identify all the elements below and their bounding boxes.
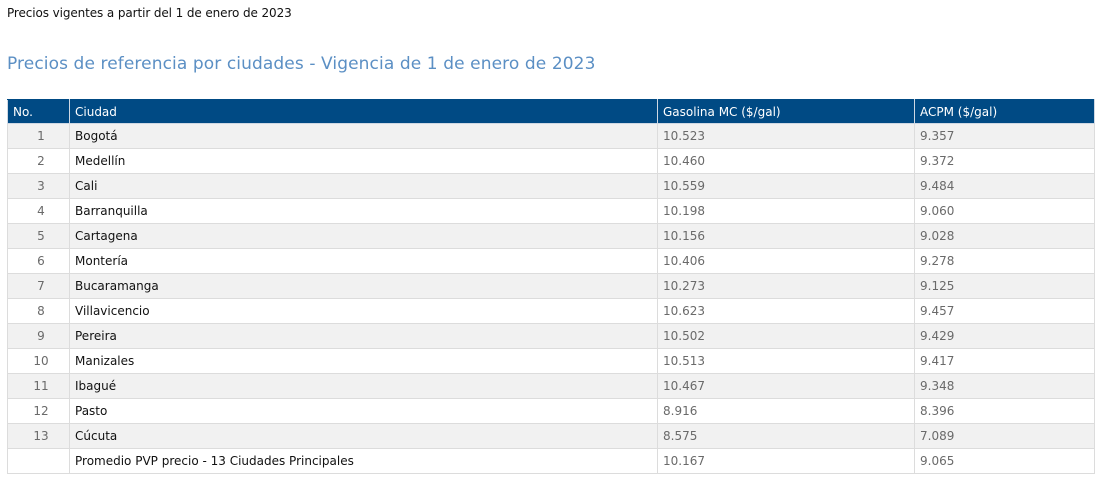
acpm-price: 9.429: [914, 323, 1095, 349]
gasoline-price: 10.156: [657, 223, 915, 249]
row-number: 10: [7, 348, 70, 374]
acpm-price: 8.396: [914, 398, 1095, 424]
row-number: 3: [7, 173, 70, 199]
city-name: Bogotá: [69, 123, 658, 149]
gasoline-price: 10.502: [657, 323, 915, 349]
city-name: Bucaramanga: [69, 273, 658, 299]
acpm-price: 9.417: [914, 348, 1095, 374]
city-name: Ibagué: [69, 373, 658, 399]
summary-row: Promedio PVP precio - 13 Ciudades Princi…: [7, 448, 1095, 474]
acpm-price: 9.278: [914, 248, 1095, 274]
city-name: Cali: [69, 173, 658, 199]
acpm-price: 9.484: [914, 173, 1095, 199]
acpm-price: 9.457: [914, 298, 1095, 324]
row-number: 5: [7, 223, 70, 249]
city-name: Villavicencio: [69, 298, 658, 324]
row-number: 13: [7, 423, 70, 449]
gasoline-price: 10.623: [657, 298, 915, 324]
row-number: 6: [7, 248, 70, 274]
gasoline-price: 10.406: [657, 248, 915, 274]
table-row: 3 Cali 10.559 9.484: [7, 173, 1095, 199]
intro-text: Precios vigentes a partir del 1 de enero…: [7, 6, 292, 20]
city-name: Manizales: [69, 348, 658, 374]
acpm-price: 9.372: [914, 148, 1095, 174]
table-row: 9 Pereira 10.502 9.429: [7, 323, 1095, 349]
city-name: Barranquilla: [69, 198, 658, 224]
gasoline-price: 8.916: [657, 398, 915, 424]
acpm-price: 9.357: [914, 123, 1095, 149]
row-number: 9: [7, 323, 70, 349]
gasoline-price: 8.575: [657, 423, 915, 449]
row-number: 2: [7, 148, 70, 174]
city-name: Pasto: [69, 398, 658, 424]
gasoline-price: 10.467: [657, 373, 915, 399]
gasoline-price: 10.513: [657, 348, 915, 374]
table-row: 4 Barranquilla 10.198 9.060: [7, 198, 1095, 224]
gasoline-price: 10.460: [657, 148, 915, 174]
table-row: 1 Bogotá 10.523 9.357: [7, 123, 1095, 149]
row-number: 4: [7, 198, 70, 224]
acpm-price: 7.089: [914, 423, 1095, 449]
row-number: 1: [7, 123, 70, 149]
header-no: No.: [7, 99, 70, 124]
table-row: 10 Manizales 10.513 9.417: [7, 348, 1095, 374]
table-header-row: No. Ciudad Gasolina MC ($/gal) ACPM ($/g…: [7, 99, 1095, 124]
table-row: 11 Ibagué 10.467 9.348: [7, 373, 1095, 399]
city-name: Pereira: [69, 323, 658, 349]
table-row: 13 Cúcuta 8.575 7.089: [7, 423, 1095, 449]
gasoline-price: 10.198: [657, 198, 915, 224]
average-gasoline-price: 10.167: [657, 448, 915, 474]
table-row: 12 Pasto 8.916 8.396: [7, 398, 1095, 424]
table-row: 8 Villavicencio 10.623 9.457: [7, 298, 1095, 324]
table-row: 2 Medellín 10.460 9.372: [7, 148, 1095, 174]
price-table: No. Ciudad Gasolina MC ($/gal) ACPM ($/g…: [7, 99, 1095, 474]
table-row: 6 Montería 10.406 9.278: [7, 248, 1095, 274]
average-acpm-price: 9.065: [914, 448, 1095, 474]
row-number: 8: [7, 298, 70, 324]
acpm-price: 9.348: [914, 373, 1095, 399]
city-name: Cúcuta: [69, 423, 658, 449]
gasoline-price: 10.523: [657, 123, 915, 149]
gasoline-price: 10.273: [657, 273, 915, 299]
table-row: 5 Cartagena 10.156 9.028: [7, 223, 1095, 249]
header-city: Ciudad: [69, 99, 658, 124]
gasoline-price: 10.559: [657, 173, 915, 199]
city-name: Montería: [69, 248, 658, 274]
table-row: 7 Bucaramanga 10.273 9.125: [7, 273, 1095, 299]
row-number: 11: [7, 373, 70, 399]
page-title: Precios de referencia por ciudades - Vig…: [7, 54, 596, 74]
acpm-price: 9.060: [914, 198, 1095, 224]
row-number: [7, 448, 70, 474]
summary-label: Promedio PVP precio - 13 Ciudades Princi…: [69, 448, 658, 474]
acpm-price: 9.028: [914, 223, 1095, 249]
city-name: Cartagena: [69, 223, 658, 249]
table-body: 1 Bogotá 10.523 9.357 2 Medellín 10.460 …: [7, 123, 1095, 474]
row-number: 7: [7, 273, 70, 299]
header-acpm: ACPM ($/gal): [914, 99, 1095, 124]
row-number: 12: [7, 398, 70, 424]
acpm-price: 9.125: [914, 273, 1095, 299]
city-name: Medellín: [69, 148, 658, 174]
header-gasoline: Gasolina MC ($/gal): [657, 99, 915, 124]
